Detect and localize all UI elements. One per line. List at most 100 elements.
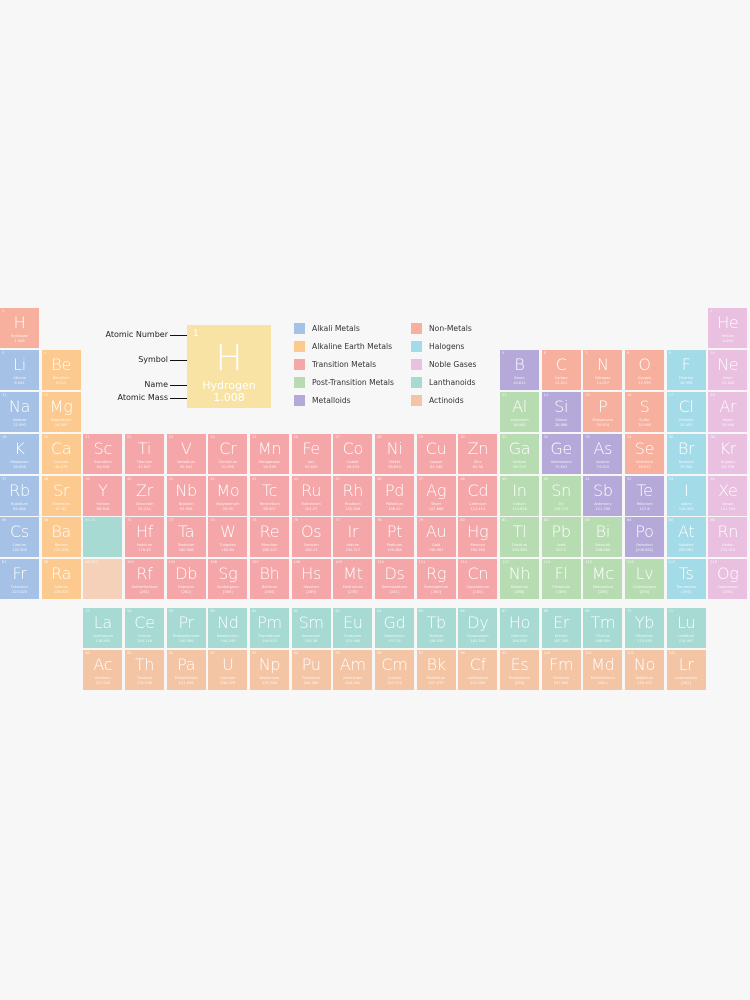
- element-cell-hs: 108 Hs Hassium [269]: [291, 559, 331, 599]
- atomic-mass: 74.922: [596, 465, 610, 469]
- element-symbol: Be: [51, 355, 72, 374]
- element-symbol: Pa: [177, 655, 196, 674]
- key-sample-mass: 1.008: [213, 391, 245, 404]
- key-sample-card: 1 H Hydrogen 1.008: [187, 325, 271, 408]
- element-symbol: Br: [677, 439, 695, 458]
- element-name: Tellurium: [636, 502, 653, 506]
- element-symbol: Rf: [136, 564, 153, 583]
- element-symbol: Tb: [426, 613, 446, 632]
- element-symbol: Er: [553, 613, 570, 632]
- atomic-number: 36: [710, 435, 715, 439]
- atomic-number: 61: [252, 609, 257, 613]
- atomic-mass: 258.1: [597, 681, 608, 685]
- element-name: Zinc: [473, 460, 482, 464]
- element-cell-be: 4 Be Beryllium 9.012: [41, 350, 81, 390]
- legend-swatch-noble: [411, 359, 422, 370]
- atomic-number: 18: [710, 393, 715, 397]
- atomic-number: 3: [2, 351, 5, 355]
- atomic-mass: 140.116: [137, 639, 152, 643]
- atomic-number: 104: [127, 560, 134, 564]
- atomic-number: 62: [293, 609, 299, 613]
- element-cell-tm: 69 Tm Thulium 168.934: [583, 608, 623, 648]
- atomic-number: 77: [335, 518, 340, 522]
- element-symbol: Ca: [50, 439, 72, 458]
- element-name: Nitrogen: [595, 376, 611, 380]
- element-symbol: Yb: [634, 613, 655, 632]
- element-name: Yttrium: [96, 502, 110, 506]
- element-symbol: Mn: [257, 439, 282, 458]
- element-cell-lr: 103 Lr Lawrencium [262]: [666, 650, 706, 690]
- element-symbol: W: [220, 522, 236, 541]
- element-cell-mt: 109 Mt Meitnerium [278]: [333, 559, 373, 599]
- legend-swatch-actinoid: [411, 395, 422, 406]
- element-symbol: Sc: [93, 439, 113, 458]
- element-name: Thallium: [511, 543, 528, 547]
- element-name: Hydrogen: [10, 334, 29, 338]
- legend-label: Lanthanoids: [429, 378, 476, 387]
- element-name: Argon: [722, 418, 734, 422]
- element-cell-ts: 117 Ts Tennessine [294]: [666, 559, 706, 599]
- element-name: Iridium: [346, 543, 360, 547]
- element-name: Cobalt: [347, 460, 359, 464]
- atomic-number: 114: [543, 560, 551, 564]
- element-symbol: Po: [635, 522, 654, 541]
- element-cell-sm: 62 Sm Samarium 150.36: [291, 608, 331, 648]
- placeholder-range: 57-71: [85, 518, 96, 522]
- element-name: Americium: [343, 676, 363, 680]
- atomic-number: 87: [2, 560, 7, 564]
- atomic-mass: 98.907: [263, 507, 276, 511]
- element-name: Plutonium: [302, 676, 321, 680]
- element-name: Gallium: [512, 460, 527, 464]
- element-symbol: Rn: [717, 522, 739, 541]
- element-cell-co: 27 Co Cobalt 58.933: [333, 434, 373, 474]
- atomic-number: 54: [710, 477, 715, 481]
- atomic-mass: 132.905: [12, 548, 27, 552]
- legend-item-metalloid: Metalloids: [294, 395, 351, 406]
- element-name: Lutetium: [678, 634, 695, 638]
- element-cell-re: 75 Re Rhenium 186.207: [250, 517, 289, 557]
- atomic-mass: 40.078: [54, 465, 68, 469]
- legend-swatch-transition: [294, 359, 305, 370]
- element-name: Oxygen: [637, 376, 652, 380]
- element-cell-zr: 40 Zr Zirconium 91.224: [125, 476, 164, 516]
- atomic-mass: 126.904: [678, 507, 694, 511]
- atomic-mass: 30.974: [596, 423, 610, 427]
- element-name: Hassium: [303, 585, 319, 589]
- element-symbol: Ga: [508, 439, 531, 458]
- atomic-number: 64: [377, 609, 382, 613]
- atomic-number: 84: [627, 518, 632, 522]
- legend-swatch-alkali: [294, 323, 305, 334]
- atomic-mass: 114.818: [512, 507, 527, 511]
- element-symbol: Ta: [177, 522, 195, 541]
- atomic-mass: 227.028: [95, 681, 111, 685]
- element-symbol: Fl: [554, 564, 568, 583]
- atomic-number: 15: [585, 393, 590, 397]
- element-name: Niobium: [178, 502, 194, 506]
- element-cell-sr: 38 Sr Strontium 87.62: [41, 476, 81, 516]
- element-cell-hg: 80 Hg Mercury 200.592: [458, 517, 498, 557]
- element-symbol: Sg: [218, 564, 238, 583]
- element-name: Thorium: [137, 676, 152, 680]
- atomic-mass: 195.085: [387, 548, 402, 552]
- element-symbol: Zr: [136, 481, 153, 500]
- atomic-number: 55: [2, 518, 7, 522]
- element-symbol: Tm: [590, 613, 616, 632]
- atomic-mass: 14.007: [596, 381, 610, 385]
- atomic-mass: [286]: [514, 590, 525, 594]
- element-name: Cerium: [138, 634, 151, 638]
- element-symbol: Se: [634, 439, 655, 458]
- element-name: Francium: [11, 585, 28, 589]
- atomic-number: 28: [377, 435, 382, 439]
- atomic-mass: [262]: [681, 681, 691, 685]
- atomic-mass: [281]: [389, 590, 400, 594]
- element-cell-ti: 22 Ti Titanium 47.867: [125, 434, 164, 474]
- element-cell-s: 16 S Sulfur 32.066: [625, 392, 664, 432]
- atomic-number: 101: [585, 651, 593, 655]
- atomic-number: 6: [543, 351, 546, 355]
- element-name: Molybdenum: [216, 502, 240, 506]
- atomic-mass: 192.217: [345, 548, 361, 552]
- atomic-mass: 204.383: [512, 548, 527, 552]
- element-symbol: Cl: [678, 397, 694, 416]
- atomic-number: 11: [2, 393, 7, 397]
- element-name: Ytterbium: [635, 634, 654, 638]
